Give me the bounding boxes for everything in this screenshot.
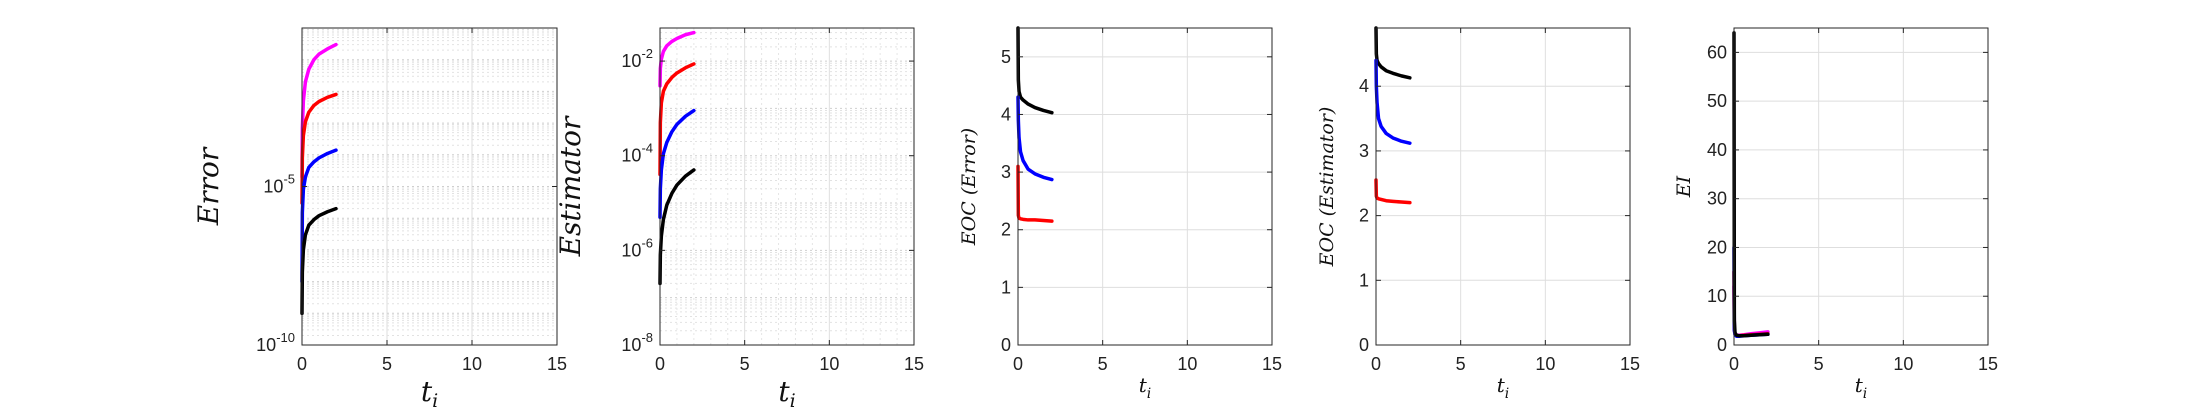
y-tick-label: 0 bbox=[1359, 335, 1369, 355]
series-line-1 bbox=[300, 42, 338, 179]
series-line-3 bbox=[1374, 178, 1412, 205]
series-line-2 bbox=[658, 62, 696, 177]
x-tick-label: 10 bbox=[1535, 354, 1555, 374]
y-tick-label: 10-2 bbox=[621, 46, 653, 71]
x-tick-label: 10 bbox=[819, 354, 839, 374]
y-tick-label: 10-8 bbox=[621, 330, 653, 355]
y-tick-label: 4 bbox=[1359, 76, 1369, 96]
panel-5: 0 5 10 15 0 10 20 30 40 50 60 ti EI bbox=[1673, 27, 1998, 402]
axes-box bbox=[659, 27, 915, 346]
x-axis-label: ti bbox=[421, 375, 438, 412]
x-axis-label: ti bbox=[1139, 373, 1152, 402]
x-tick-label: 5 bbox=[1456, 354, 1466, 374]
series-line-4 bbox=[300, 206, 338, 316]
x-tick-label: 0 bbox=[1371, 354, 1381, 374]
plot-area bbox=[1734, 28, 1988, 345]
y-tick-label: 20 bbox=[1707, 237, 1727, 257]
y-tick-label: 1 bbox=[1001, 277, 1011, 297]
x-axis-label: ti bbox=[778, 375, 795, 412]
panel-2: 0 5 10 15 10-8 10-6 10-4 10-2 ti Estimator bbox=[554, 27, 924, 412]
series-line-3 bbox=[300, 148, 338, 284]
x-axis-label: ti bbox=[1497, 373, 1510, 402]
y-tick-label: 3 bbox=[1001, 162, 1011, 182]
series-line-4 bbox=[1732, 31, 1770, 338]
plot-area bbox=[660, 28, 914, 345]
y-tick-label: 10-6 bbox=[621, 235, 653, 260]
x-tick-label: 0 bbox=[1013, 354, 1023, 374]
x-tick-label: 15 bbox=[547, 354, 567, 374]
x-tick-label: 10 bbox=[1177, 354, 1197, 374]
series-line-4 bbox=[658, 168, 696, 286]
panel-1: 0 5 10 15 10-10 10-5 ti Error bbox=[192, 27, 567, 412]
y-tick-label: 4 bbox=[1001, 104, 1011, 124]
plot-area bbox=[302, 28, 557, 345]
y-axis-label: EOC (Estimator) bbox=[1316, 107, 1338, 268]
y-tick-label: 1 bbox=[1359, 270, 1369, 290]
y-axis-label: Error bbox=[192, 146, 225, 226]
y-tick-label: 50 bbox=[1707, 91, 1727, 111]
y-axis-label: Estimator bbox=[554, 115, 587, 257]
y-tick-label: 10-4 bbox=[621, 141, 653, 166]
x-tick-label: 5 bbox=[382, 354, 392, 374]
series-line-1 bbox=[1016, 26, 1054, 115]
y-tick-label: 10-10 bbox=[256, 330, 295, 355]
y-axis-label: EOC (Error) bbox=[958, 128, 980, 246]
y-axis-label: EI bbox=[1673, 175, 1695, 198]
x-tick-label: 5 bbox=[740, 354, 750, 374]
x-tick-label: 5 bbox=[1814, 354, 1824, 374]
panel-3: 0 5 10 15 0 1 2 3 4 5 ti EOC (Error) bbox=[958, 26, 1282, 402]
plot-area bbox=[1018, 28, 1272, 345]
y-tick-label: 10 bbox=[1707, 286, 1727, 306]
grid bbox=[1018, 28, 1273, 345]
y-tick-label: 60 bbox=[1707, 42, 1727, 62]
panel-4: 0 5 10 15 0 1 2 3 4 ti EOC (Estimator) bbox=[1316, 26, 1640, 402]
x-tick-label: 0 bbox=[1729, 354, 1739, 374]
y-tick-label: 2 bbox=[1359, 206, 1369, 226]
y-tick-label: 0 bbox=[1001, 335, 1011, 355]
x-tick-label: 5 bbox=[1098, 354, 1108, 374]
y-tick-label: 30 bbox=[1707, 189, 1727, 209]
x-tick-label: 15 bbox=[1262, 354, 1282, 374]
y-tick-label: 0 bbox=[1717, 335, 1727, 355]
axes-box bbox=[1017, 27, 1273, 346]
x-tick-label: 15 bbox=[1620, 354, 1640, 374]
y-tick-label: 10-5 bbox=[263, 172, 295, 197]
x-tick-label: 10 bbox=[1893, 354, 1913, 374]
x-tick-label: 15 bbox=[904, 354, 924, 374]
series-line-1 bbox=[1374, 26, 1412, 80]
axes-box bbox=[1733, 27, 1989, 346]
plot-area bbox=[1376, 28, 1630, 345]
series-line-2 bbox=[1016, 95, 1054, 182]
x-tick-label: 15 bbox=[1978, 354, 1998, 374]
y-tick-label: 2 bbox=[1001, 220, 1011, 240]
y-tick-label: 40 bbox=[1707, 140, 1727, 160]
x-tick-label: 0 bbox=[297, 354, 307, 374]
x-tick-label: 0 bbox=[655, 354, 665, 374]
x-tick-label: 10 bbox=[462, 354, 482, 374]
series-line-2 bbox=[300, 92, 338, 205]
series-line-2 bbox=[1374, 58, 1412, 145]
x-axis-label: ti bbox=[1855, 373, 1868, 402]
series-line-1 bbox=[658, 30, 696, 88]
axes-box bbox=[1375, 27, 1631, 346]
series-line-3 bbox=[658, 108, 696, 220]
y-tick-label: 5 bbox=[1001, 47, 1011, 67]
y-tick-label: 3 bbox=[1359, 141, 1369, 161]
series-line-3 bbox=[1016, 164, 1054, 223]
